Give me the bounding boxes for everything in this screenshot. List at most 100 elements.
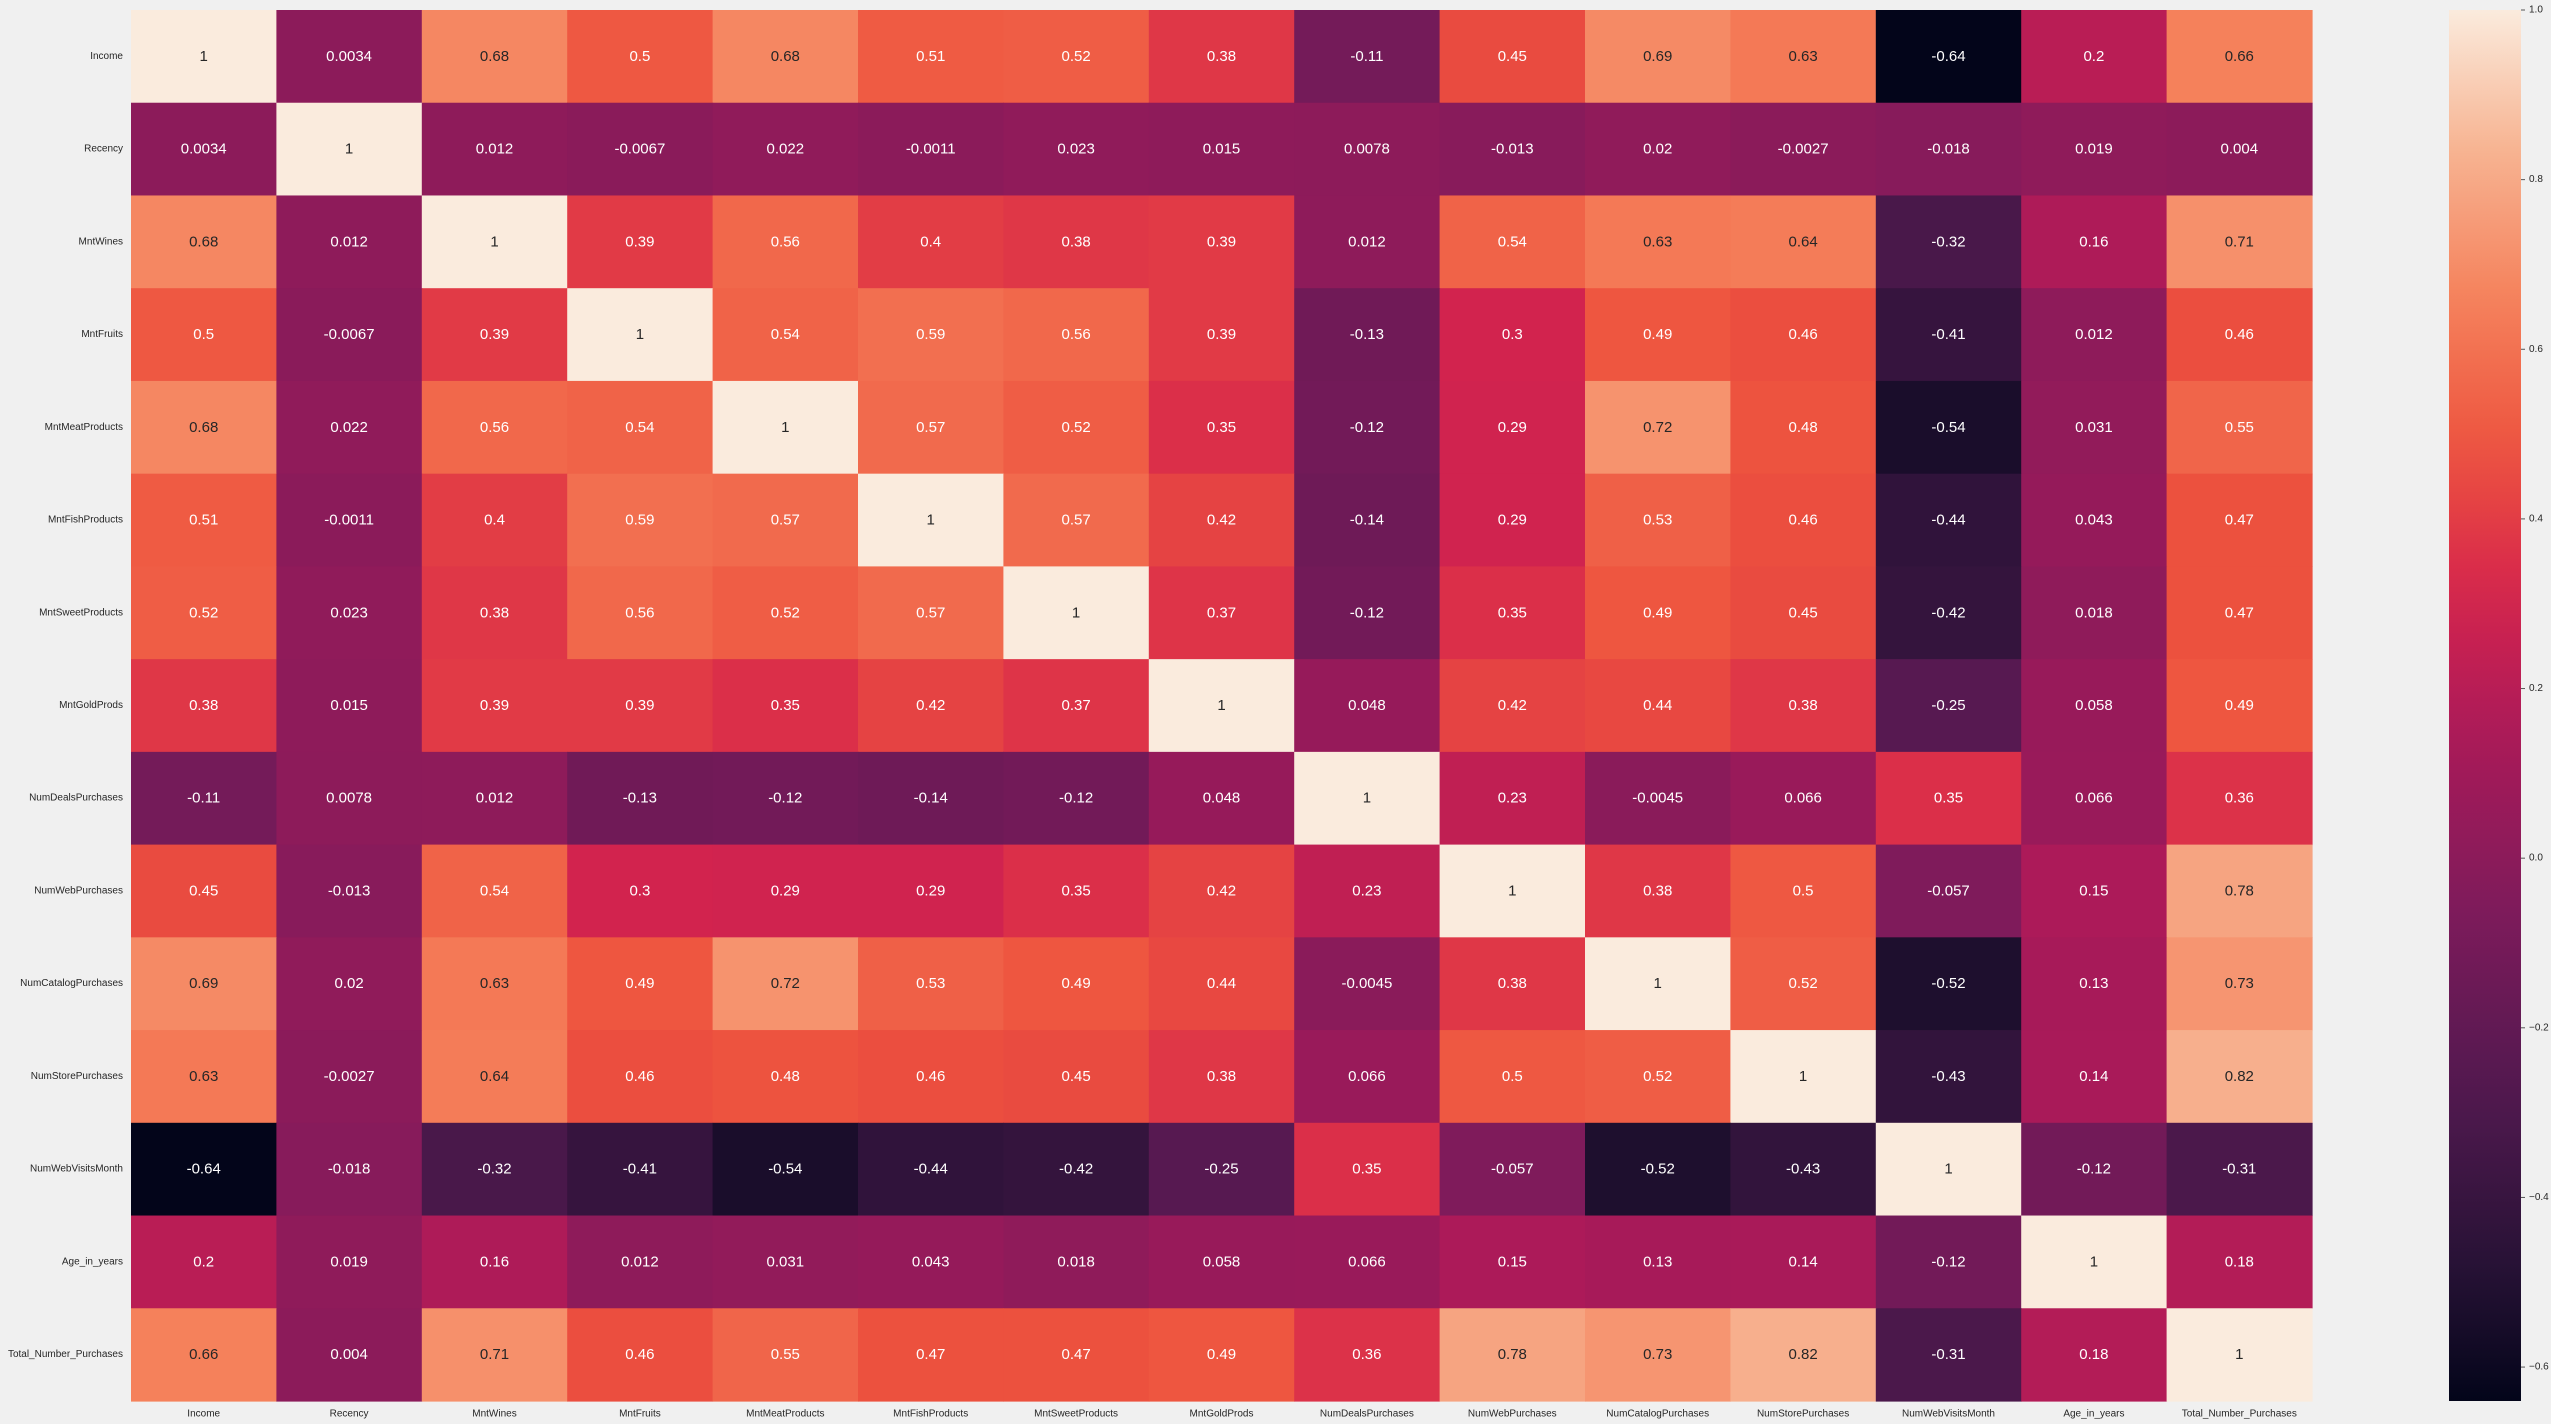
heatmap-cell (1585, 566, 1731, 660)
heatmap-cell (2021, 1215, 2168, 1309)
heatmap-cell (276, 288, 423, 382)
y-tick-label: MntGoldProds (59, 700, 123, 711)
cell-value-label: 0.45 (1498, 48, 1527, 65)
heatmap-cell (131, 195, 277, 289)
heatmap-cell (1148, 288, 1295, 382)
x-tick-labels: Income Recency MntWines MntFruits MntMeatPro… (187, 1409, 2297, 1420)
heatmap-cell (1148, 1308, 1295, 1402)
heatmap-cell (1585, 473, 1731, 567)
heatmap-cell (131, 10, 277, 104)
cell-value-label: 0.15 (2079, 882, 2108, 899)
cell-value-label: 0.38 (1207, 1068, 1236, 1085)
cell-value-label: 0.35 (1498, 604, 1527, 621)
cell-value-label: 0.69 (1643, 48, 1672, 65)
cell-value-label: 0.35 (1061, 882, 1090, 899)
heatmap-cell (712, 1030, 859, 1124)
heatmap-cell (276, 844, 423, 938)
heatmap-cell (1730, 751, 1877, 846)
colorbar-tick-label: −0.6 (2529, 1362, 2549, 1373)
y-tick-label: NumCatalogPurchases (20, 978, 123, 989)
heatmap-cell (1003, 10, 1150, 104)
cell-value-label: -0.42 (1059, 1161, 1093, 1178)
cell-value-label: 0.68 (189, 233, 218, 250)
colorbar-tick-label: −0.2 (2529, 1022, 2549, 1033)
cell-value-label: 0.16 (2079, 233, 2108, 250)
heatmap-cell (858, 751, 1004, 846)
cell-value-label: 0.42 (1207, 512, 1236, 529)
y-tick-label: MntFruits (81, 329, 123, 340)
cell-value-label: 0.45 (189, 882, 218, 899)
cell-value-label: 0.14 (1788, 1253, 1817, 1270)
heatmap-cell (276, 1122, 423, 1217)
heatmap-cell (2021, 566, 2168, 660)
cell-value-label: 0.35 (1934, 790, 1963, 807)
heatmap-cell (1875, 1308, 2022, 1402)
heatmap-cell (276, 659, 423, 753)
heatmap-cell (2021, 288, 2168, 382)
heatmap-cell (1875, 1215, 2022, 1309)
cell-value-label: 0.37 (1061, 697, 1090, 714)
cell-value-label: 0.66 (189, 1346, 218, 1363)
heatmap-cell (2021, 1122, 2168, 1217)
heatmap-cell (1585, 1308, 1731, 1402)
cell-value-label: 0.0034 (326, 48, 372, 65)
colorbar: 1.0 0.8 0.6 0.4 0.2 0.0 −0.2 −0.4 −0.6 (2449, 5, 2549, 1401)
x-tick-label: NumWebPurchases (1468, 1409, 1557, 1420)
heatmap-cell (2166, 1122, 2313, 1217)
cell-value-label: 0.29 (1498, 419, 1527, 436)
cell-value-label: 0.031 (767, 1253, 805, 1270)
heatmap-cell (567, 659, 714, 753)
heatmap-cell (1875, 1030, 2022, 1124)
heatmap-cell (1730, 1308, 1877, 1402)
cell-value-label: 0.5 (1502, 1068, 1523, 1085)
heatmap-cell (1148, 195, 1295, 289)
heatmap-cell (858, 937, 1004, 1031)
heatmap-cell (131, 288, 277, 382)
heatmap-cell (1730, 659, 1877, 753)
cell-value-label: -0.14 (914, 790, 948, 807)
cell-value-label: 0.36 (2225, 790, 2254, 807)
cell-value-label: -0.0011 (324, 512, 374, 529)
heatmap-cell (276, 473, 423, 567)
cell-value-label: 1 (1217, 697, 1225, 714)
cell-value-label: 0.64 (1788, 233, 1817, 250)
cell-value-label: 0.29 (916, 882, 945, 899)
cell-value-label: 0.46 (1788, 512, 1817, 529)
cell-value-label: 0.66 (2225, 48, 2254, 65)
heatmap-cell (567, 1122, 714, 1217)
heatmap-cell (1875, 380, 2022, 475)
x-tick-label: MntMeatProducts (746, 1409, 824, 1420)
cell-value-label: -0.54 (1931, 419, 1965, 436)
cell-value-label: 0.048 (1348, 697, 1386, 714)
heatmap-cell (567, 473, 714, 567)
x-tick-label: MntSweetProducts (1034, 1409, 1118, 1420)
cell-value-label: -0.12 (768, 790, 802, 807)
heatmap-cell (276, 102, 423, 197)
cell-value-label: -0.44 (1931, 512, 1965, 529)
cell-value-label: 0.42 (916, 697, 945, 714)
heatmap-cell (131, 844, 277, 938)
cell-value-label: 0.52 (771, 604, 800, 621)
cell-value-label: 0.59 (625, 512, 654, 529)
heatmap-cell (1730, 1030, 1877, 1124)
cell-value-label: 0.53 (1643, 512, 1672, 529)
x-tick-label: Age_in_years (2063, 1409, 2124, 1420)
cell-value-label: 0.066 (1784, 790, 1822, 807)
cell-value-label: -0.12 (1350, 604, 1384, 621)
heatmap-cell (2021, 1030, 2168, 1124)
heatmap-cell (2166, 659, 2313, 753)
heatmap-cell (567, 288, 714, 382)
cell-value-label: 0.63 (189, 1068, 218, 1085)
y-tick-label: NumDealsPurchases (29, 793, 123, 804)
cell-value-label: -0.41 (1931, 326, 1965, 343)
cell-value-label: -0.057 (1491, 1161, 1534, 1178)
heatmap-cell (1585, 1122, 1731, 1217)
cell-value-label: 0.57 (916, 604, 945, 621)
cell-value-label: 1 (1654, 975, 1662, 992)
cell-value-label: 0.53 (916, 975, 945, 992)
cell-value-label: 1 (1508, 882, 1516, 899)
heatmap-cell (858, 473, 1004, 567)
heatmap-cell (421, 102, 568, 197)
heatmap-cell (131, 751, 277, 846)
heatmap-cell (1585, 102, 1731, 197)
